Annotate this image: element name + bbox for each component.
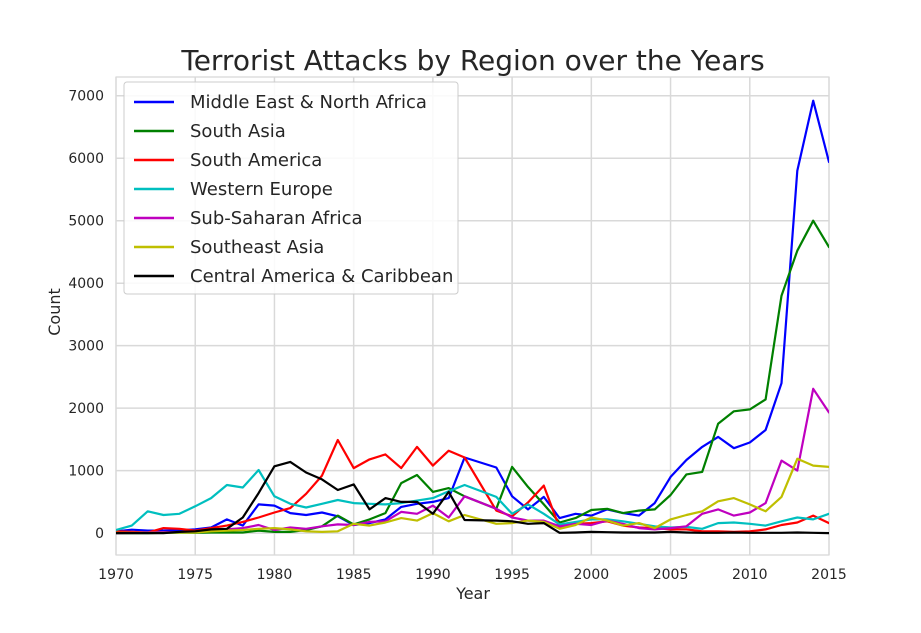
y-tick-labels: 0 1000 2000 3000 4000 5000 6000 7000 <box>68 89 104 542</box>
y-tick-label: 5000 <box>68 214 104 230</box>
y-tick-label: 4000 <box>68 276 104 292</box>
x-tick-label: 2000 <box>574 567 610 583</box>
legend-label-4: Sub-Saharan Africa <box>190 208 363 229</box>
x-tick-label: 1970 <box>98 567 134 583</box>
legend-label-6: Central America & Caribbean <box>190 266 453 287</box>
chart-title: Terrorist Attacks by Region over the Yea… <box>180 44 764 77</box>
legend-frame <box>123 81 459 295</box>
legend-label-5: Southeast Asia <box>190 237 324 258</box>
x-tick-label: 2005 <box>653 567 689 583</box>
legend-label-1: South Asia <box>190 121 286 142</box>
y-tick-label: 2000 <box>68 401 104 417</box>
series-line-5 <box>116 457 829 534</box>
legend-label-3: Western Europe <box>190 179 333 200</box>
x-tick-label: 2010 <box>732 567 768 583</box>
x-tick-label: 1980 <box>257 567 293 583</box>
y-tick-label: 1000 <box>68 464 104 480</box>
series-line-4 <box>116 387 829 535</box>
series-line-3 <box>116 468 829 532</box>
x-tick-label: 1985 <box>336 567 372 583</box>
y-tick-label: 0 <box>95 526 104 542</box>
series-lines <box>116 99 829 535</box>
y-tick-label: 7000 <box>68 89 104 105</box>
legend-label-0: Middle East & North Africa <box>190 92 427 113</box>
x-tick-label: 1990 <box>415 567 451 583</box>
x-tick-label: 1975 <box>177 567 213 583</box>
legend-label-2: South America <box>190 150 322 171</box>
x-tick-labels: 1970 1975 1980 1985 1990 1995 2000 2005 2010 2015 <box>98 567 847 583</box>
y-tick-label: 6000 <box>68 151 104 167</box>
x-tick-label: 2015 <box>811 567 847 583</box>
series-line-6 <box>116 460 829 535</box>
y-tick-label: 3000 <box>68 339 104 355</box>
x-axis-label: Year <box>455 584 490 603</box>
grid-lines <box>115 76 830 556</box>
x-tick-label: 1995 <box>494 567 530 583</box>
y-axis-label: Count <box>45 288 64 336</box>
legend: Middle East & North Africa South Asia Sout… <box>123 81 459 295</box>
